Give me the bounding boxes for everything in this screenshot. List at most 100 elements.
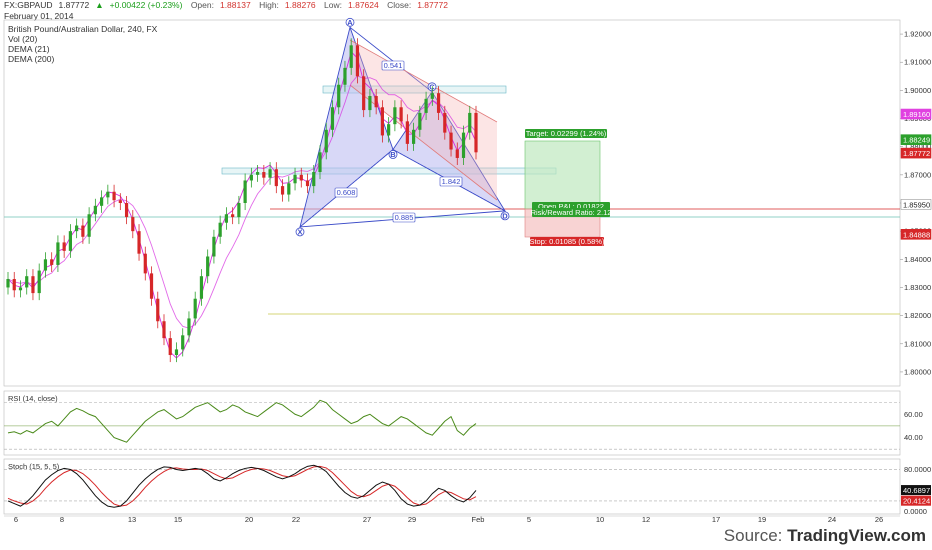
pattern-point-label: A bbox=[347, 18, 353, 27]
stoch-tag: 40.6897 bbox=[901, 485, 931, 496]
ratio-label-box bbox=[439, 176, 463, 187]
candle-body bbox=[137, 231, 141, 254]
candle-body bbox=[212, 236, 216, 257]
candle-body bbox=[274, 169, 278, 187]
candle-body bbox=[6, 279, 10, 288]
candle-body bbox=[106, 191, 110, 198]
y-tick-label: 1.80000 bbox=[904, 367, 931, 376]
series-title[interactable]: British Pound/Australian Dollar, 240, FX bbox=[8, 24, 158, 34]
candle-body bbox=[461, 132, 466, 158]
rsi-y-tick: 40.00 bbox=[904, 433, 923, 442]
ratio-label-box bbox=[381, 60, 405, 71]
candle-body bbox=[100, 197, 104, 206]
stop-label-box bbox=[530, 237, 604, 246]
price-tag-text: 1.89160 bbox=[903, 110, 930, 119]
candle-body bbox=[56, 242, 60, 265]
y-tick-label: 1.82000 bbox=[904, 311, 931, 320]
candle-body bbox=[25, 276, 29, 288]
candle-body bbox=[312, 172, 316, 187]
price-tag: 1.87772 bbox=[900, 147, 932, 159]
low-value: 1.87624 bbox=[348, 0, 379, 10]
pattern-point-circle bbox=[345, 17, 355, 27]
candle-body bbox=[468, 112, 472, 133]
candle-body bbox=[143, 253, 147, 274]
candle-body bbox=[287, 183, 291, 195]
candle-body bbox=[324, 129, 328, 153]
candle-body bbox=[393, 107, 397, 125]
candle-body bbox=[243, 180, 247, 203]
pattern-point: D bbox=[500, 211, 510, 220]
candle-body bbox=[162, 321, 166, 339]
y-tick-label: 1.91000 bbox=[904, 58, 931, 67]
pattern-point-label: X bbox=[297, 227, 302, 236]
ratio-label: 1.842 bbox=[439, 176, 463, 187]
ratio-label-text: 1.842 bbox=[442, 177, 461, 186]
candle-body bbox=[318, 152, 322, 173]
resistance-zone bbox=[322, 85, 507, 94]
symbol[interactable]: FX:GBPAUD bbox=[4, 0, 53, 10]
x-tick-label: 20 bbox=[245, 515, 253, 524]
candle-body bbox=[256, 172, 260, 175]
stop-label-text: Stop: 0.01085 (0.58%) bbox=[529, 237, 605, 246]
y-tick-label: 1.81000 bbox=[904, 339, 931, 348]
dema21-indicator[interactable]: DEMA (21) bbox=[8, 44, 50, 54]
ratio-label-box bbox=[392, 212, 416, 223]
y-tick-label: 1.88000 bbox=[904, 142, 931, 151]
candle-body bbox=[280, 186, 285, 195]
x-tick-label: 6 bbox=[14, 515, 18, 524]
candle-body bbox=[50, 259, 54, 265]
candle-body bbox=[93, 205, 97, 215]
close-value: 1.87772 bbox=[417, 0, 448, 10]
low-label: Low: bbox=[324, 0, 342, 10]
pattern-point-label: D bbox=[502, 211, 508, 220]
stop-label: Stop: 0.01085 (0.58%) bbox=[529, 237, 605, 246]
target-label-box bbox=[525, 129, 607, 138]
last-price: 1.87772 bbox=[58, 0, 90, 10]
candle-body bbox=[305, 180, 310, 187]
rsi-y-tick: 60.00 bbox=[904, 410, 923, 419]
volume-indicator[interactable]: Vol (20) bbox=[8, 34, 38, 44]
price-tag: 1.88249 bbox=[900, 134, 932, 145]
ohlc-row: FX:GBPAUD 1.87772 ▲ +0.00422 (+0.23%) Open:… bbox=[4, 0, 454, 11]
chart-header: FX:GBPAUD 1.87772 ▲ +0.00422 (+0.23%) Open:… bbox=[4, 0, 454, 22]
rr-label: Risk/Reward Ratio: 2.12 bbox=[531, 208, 611, 217]
candle-body bbox=[187, 318, 191, 336]
channel-fill bbox=[350, 40, 497, 200]
high-label: High: bbox=[259, 0, 279, 10]
ratio-label: 0.541 bbox=[381, 60, 405, 71]
stoch-tag-box bbox=[901, 495, 931, 506]
y-tick-label: 1.90000 bbox=[904, 86, 931, 95]
candle-body bbox=[87, 214, 91, 237]
dema200-indicator[interactable]: DEMA (200) bbox=[8, 54, 55, 64]
candle-body bbox=[68, 231, 72, 251]
candle-body bbox=[218, 222, 222, 237]
candle-body bbox=[474, 112, 478, 153]
candle-body bbox=[149, 273, 154, 299]
candle-body bbox=[293, 174, 297, 184]
open-label: Open: bbox=[190, 0, 214, 10]
candle-body bbox=[193, 298, 197, 319]
candle-body bbox=[299, 174, 303, 181]
candle-body bbox=[399, 107, 403, 122]
pattern-bd bbox=[392, 149, 506, 212]
channel-bottom bbox=[349, 84, 498, 201]
x-tick-label: 8 bbox=[60, 515, 64, 524]
candle-body bbox=[455, 149, 459, 158]
y-tick-label: 1.83000 bbox=[904, 283, 931, 292]
pnl-label-text: Open P&L: 0.01822 bbox=[538, 202, 604, 211]
support-zone bbox=[221, 167, 557, 175]
source-prefix: Source: bbox=[723, 526, 783, 545]
x-tick-label: 13 bbox=[128, 515, 136, 524]
source-credit: Source: TradingView.com bbox=[724, 526, 926, 546]
stoch-k-line bbox=[7, 464, 477, 508]
stoch-tag-text: 40.6897 bbox=[903, 486, 930, 495]
ratio-label-box bbox=[334, 187, 358, 198]
candle-body bbox=[262, 172, 266, 178]
source-brand[interactable]: TradingView.com bbox=[787, 526, 926, 545]
candle-body bbox=[412, 129, 416, 144]
x-tick-label: 27 bbox=[363, 515, 371, 524]
candle-body bbox=[75, 225, 79, 232]
candle-body bbox=[12, 279, 16, 291]
stoch-tag-text: 20.4124 bbox=[903, 497, 930, 506]
